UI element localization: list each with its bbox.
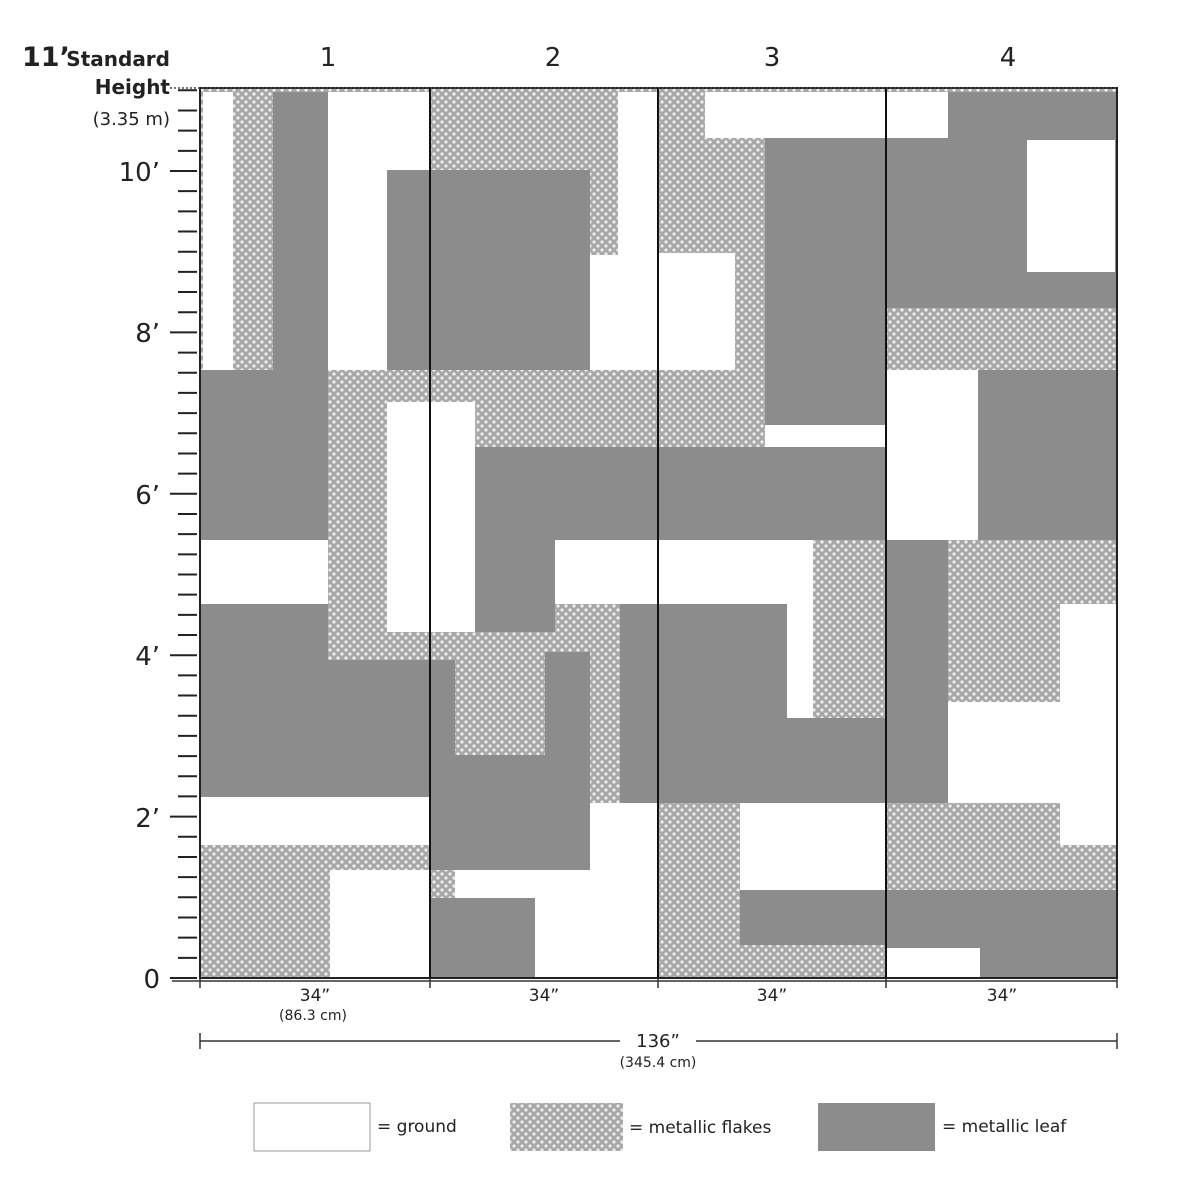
legend-swatch-flakes bbox=[510, 1103, 623, 1151]
total-width-metric: (345.4 cm) bbox=[620, 1055, 697, 1071]
height-ticks bbox=[170, 89, 197, 979]
height-feet: 11’ bbox=[22, 42, 70, 73]
panel-width: 34” bbox=[529, 986, 559, 1006]
legend-label: = ground bbox=[377, 1117, 457, 1137]
panel-width-metric: (86.3 cm) bbox=[279, 1008, 347, 1024]
panel-width: 34” bbox=[300, 986, 330, 1006]
panel-number: 4 bbox=[1000, 43, 1017, 73]
height-label: 10’ bbox=[119, 158, 160, 188]
height-label: 0 bbox=[143, 965, 160, 995]
mural-pattern bbox=[199, 87, 1118, 979]
legend-label: = metallic leaf bbox=[942, 1117, 1067, 1137]
height-label: 6’ bbox=[135, 481, 160, 511]
panel-width: 34” bbox=[987, 986, 1017, 1006]
panel-number: 2 bbox=[545, 43, 562, 73]
height-label: 2’ bbox=[135, 804, 160, 834]
height-word: Standard bbox=[66, 47, 170, 71]
legend-swatch-leaf bbox=[818, 1103, 935, 1151]
legend-label: = metallic flakes bbox=[629, 1118, 771, 1138]
panel-number: 1 bbox=[320, 43, 337, 73]
total-width: 136” bbox=[636, 1031, 680, 1052]
height-label: 8’ bbox=[135, 319, 160, 349]
height-label: 4’ bbox=[135, 642, 160, 672]
panel-width: 34” bbox=[757, 986, 787, 1006]
height-word: Height bbox=[95, 75, 171, 99]
legend-swatch-ground bbox=[253, 1102, 371, 1152]
height-metric: (3.35 m) bbox=[93, 109, 170, 130]
panel-number: 3 bbox=[764, 43, 781, 73]
